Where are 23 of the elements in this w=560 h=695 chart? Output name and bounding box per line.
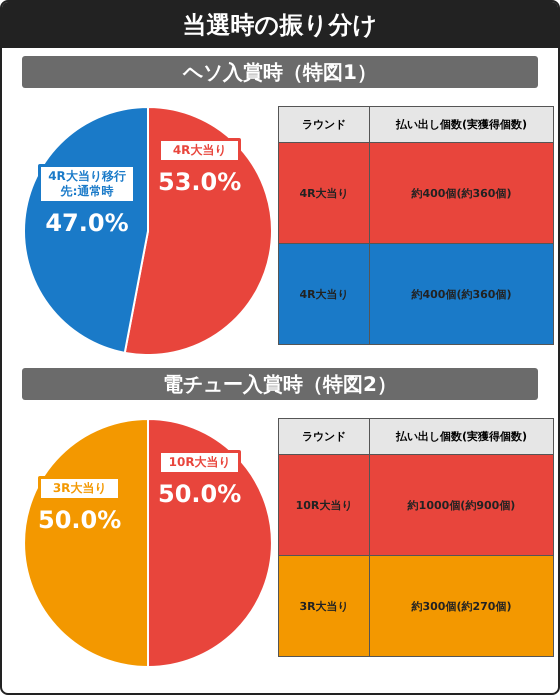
chart-title: 当選時の振り分け [2,2,558,48]
slice-label: 10R大当り [158,450,242,475]
text: ラウンド [278,106,370,142]
text: 約400個(約360個) [370,142,554,244]
text: 10R大当り [278,454,370,556]
slice-label: 4R大当り [158,138,242,163]
text: 払い出し個数(実獲得個数) [370,418,554,454]
chart-subtitle: ヘソ入賞時（特図1） [22,56,538,88]
text: ラウンド [278,418,370,454]
data-label: 50.0% [38,505,122,535]
text: 払い出し個数(実獲得個数) [370,106,554,142]
text: 3R大当り [278,556,370,656]
text: 4R大当り [278,142,370,244]
data-label: 47.0% [44,208,130,238]
text: 約1000個(約900個) [370,454,554,556]
data-label: 50.0% [158,479,242,509]
text: 約300個(約270個) [370,556,554,656]
chart-subtitle: 電チュー入賞時（特図2） [22,368,538,400]
text: 4R大当り [278,244,370,344]
slice-label: 3R大当り [38,476,122,501]
data-label: 53.0% [158,167,242,197]
text: 約400個(約360個) [370,244,554,344]
slice-label: 4R大当り移行先:通常時 [38,164,136,204]
